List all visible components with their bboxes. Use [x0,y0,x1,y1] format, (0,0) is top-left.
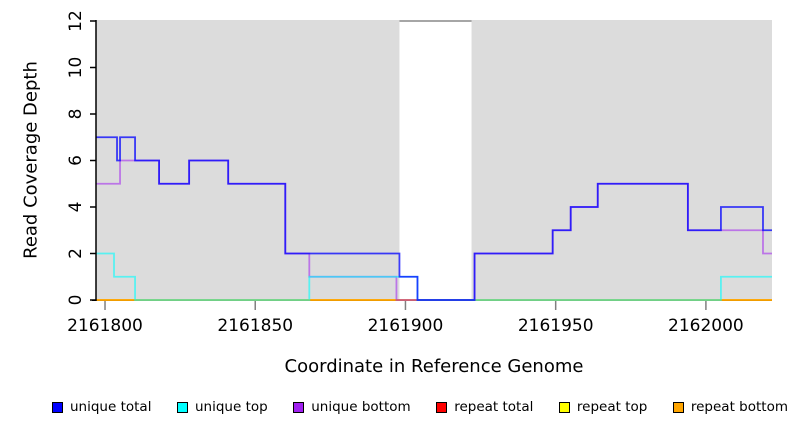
y-tick-label: 10 [66,57,86,79]
legend-swatch-unique-top [177,401,188,413]
legend: unique total unique top unique bottom repea… [52,397,788,417]
y-tick-label: 2 [66,248,86,259]
x-tick-label: 2161950 [518,316,594,336]
legend-item-repeat-total: repeat total [436,399,533,415]
legend-label: repeat total [454,399,534,415]
x-tick-label: 2162000 [668,316,744,336]
y-tick-label: 8 [66,109,86,120]
series-line-unique-top [96,252,772,301]
legend-item-unique-top: unique top [177,399,268,415]
x-tick-label: 2161850 [217,316,293,336]
legend-item-repeat-bottom: repeat bottom [672,399,788,415]
plot-background-region-2 [471,20,772,301]
y-axis-title: Read Coverage Depth [20,61,42,259]
legend-item-unique-total: unique total [52,399,151,415]
x-tick-label: 2161800 [67,316,143,336]
legend-swatch-repeat-total [436,401,448,413]
legend-item-unique-bottom: unique bottom [293,399,411,415]
legend-swatch-unique-total [52,401,63,413]
x-tick-label: 2161900 [368,316,444,336]
legend-label: repeat top [576,399,648,415]
legend-label: unique bottom [311,399,411,415]
legend-swatch-repeat-top [558,401,570,413]
x-axis-title: Coordinate in Reference Genome [284,356,584,377]
y-tick-label: 6 [66,155,86,166]
y-tick-label: 12 [66,10,86,32]
legend-label: repeat bottom [690,399,788,415]
legend-swatch-repeat-bottom [672,401,684,413]
legend-label: unique total [70,399,152,415]
y-tick-label: 0 [66,295,86,306]
legend-swatch-unique-bottom [293,401,305,413]
legend-label: unique top [195,399,268,415]
legend-item-repeat-top: repeat top [558,399,648,415]
coverage-plot: 0 2 4 6 8 10 12 2161800 2161850 2161900 2161950 216… [66,10,772,336]
y-tick-label: 4 [66,202,86,213]
series-line-unique-total [96,136,772,301]
